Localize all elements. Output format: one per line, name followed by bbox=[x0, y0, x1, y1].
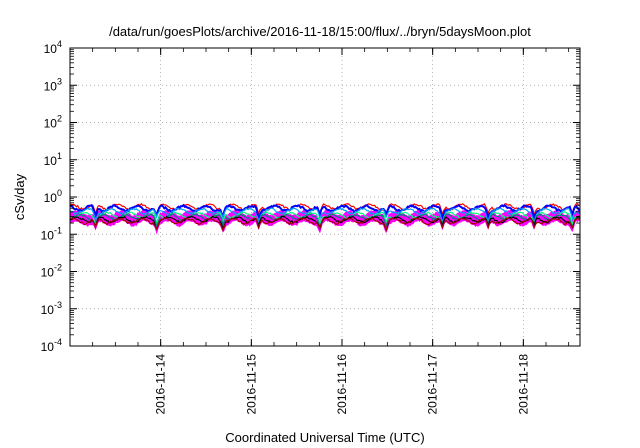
y-tick-label: 100 bbox=[44, 188, 62, 205]
series-line-6 bbox=[69, 215, 581, 232]
x-tick-label: 2016-11-15 bbox=[244, 354, 258, 415]
y-tick-label: 10-3 bbox=[41, 300, 62, 317]
y-tick-label: 102 bbox=[44, 114, 62, 131]
y-tick-label: 10-2 bbox=[41, 263, 62, 280]
x-tick-label: 2016-11-14 bbox=[154, 354, 168, 415]
series-layer bbox=[69, 202, 581, 235]
y-axis-label: cSv/day bbox=[12, 173, 27, 220]
x-tick-label: 2016-11-18 bbox=[516, 354, 530, 415]
y-tick-label: 10-1 bbox=[41, 225, 62, 242]
x-axis-label: Coordinated Universal Time (UTC) bbox=[225, 430, 424, 445]
x-axis: 2016-11-14 2016-11-15 2016-11-16 2016-11-17… bbox=[69, 48, 570, 415]
chart-title: /data/run/goesPlots/archive/2016-11-18/1… bbox=[109, 24, 531, 39]
y-tick-label: 101 bbox=[44, 151, 62, 168]
y-tick-label: 10-4 bbox=[41, 337, 62, 354]
x-tick-label: 2016-11-16 bbox=[335, 354, 349, 415]
y-axis: 10-4 10-3 10-2 10-1 100 101 102 103 104 bbox=[41, 39, 580, 354]
y-tick-label: 103 bbox=[44, 76, 62, 93]
series-line-4 bbox=[69, 211, 581, 228]
y-tick-label: 104 bbox=[44, 39, 62, 56]
x-tick-label: 2016-11-17 bbox=[426, 354, 440, 415]
series-line-7 bbox=[69, 216, 581, 232]
grid bbox=[70, 48, 580, 346]
series-line-3 bbox=[69, 207, 581, 224]
